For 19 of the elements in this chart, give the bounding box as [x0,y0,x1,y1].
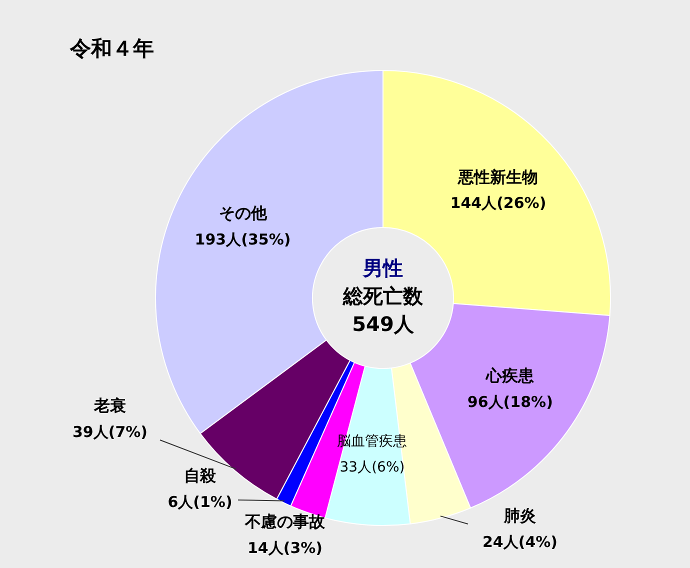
data-label: 39人(7%) [72,422,148,441]
data-label: 193人(35%) [194,230,291,248]
data-label: 6人(1%) [168,492,232,511]
slice-label: 老衰 [93,396,126,416]
data-label: 33人(6%) [340,459,405,476]
slice-label: 心疾患 [485,366,536,386]
slice-label: 肺炎 [503,506,536,526]
slice-label: その他 [218,204,268,223]
data-label: 14人(3%) [247,538,323,557]
slice-label: 自殺 [184,466,217,486]
data-label: 96人(18%) [467,392,553,411]
data-label: 24人(4%) [482,532,558,551]
text: 総死亡数 [342,284,424,308]
text: 549人 [352,312,415,336]
data-label: 144人(26%) [450,194,546,212]
text: 男性 [362,256,403,280]
chart-title: 令和４年 [69,36,154,60]
slice-label: 悪性新生物 [457,168,538,186]
slice-label: 不慮の事故 [244,512,326,532]
